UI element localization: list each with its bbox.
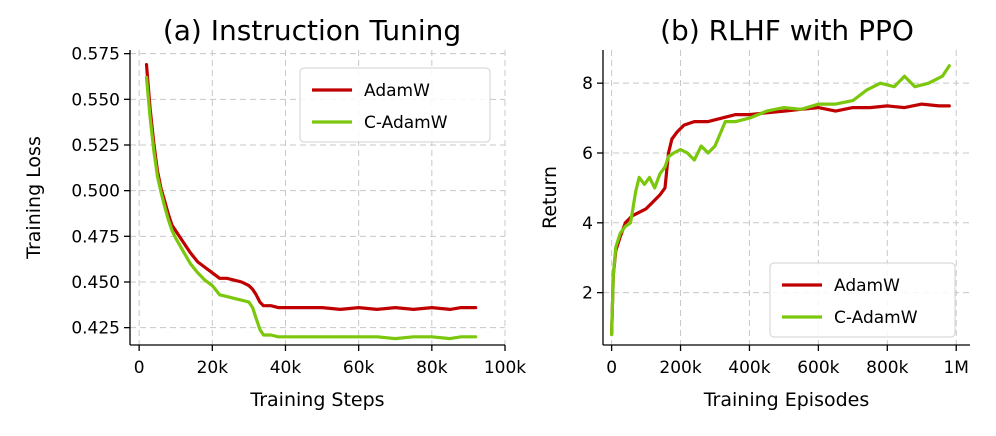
x-tick-label: 100k bbox=[484, 358, 526, 378]
y-axis-label: Training Loss bbox=[23, 136, 45, 260]
x-tick-label: 0 bbox=[606, 358, 617, 378]
x-tick-label: 200k bbox=[659, 358, 701, 378]
legend: AdamW C-AdamW bbox=[299, 67, 491, 143]
y-tick-label: 0.450 bbox=[71, 273, 120, 293]
x-axis-label: Training Episodes bbox=[703, 389, 870, 411]
y-tick-label: 0.500 bbox=[71, 182, 120, 202]
y-tick-label: 2 bbox=[582, 284, 593, 304]
x-tick-label: 400k bbox=[728, 358, 770, 378]
y-tick-label: 0.550 bbox=[71, 90, 120, 110]
legend-label: AdamW bbox=[364, 81, 430, 101]
chart-panel-0: 0 20k 40k 60k 80k 100k 0.425 0.450 0.475 0.500 0.5… bbox=[23, 14, 526, 411]
series-line-c-adamw bbox=[609, 64, 951, 337]
y-tick-label: 8 bbox=[582, 74, 593, 94]
chart-title: (a) Instruction Tuning bbox=[163, 14, 461, 47]
legend-label: AdamW bbox=[834, 276, 900, 296]
y-tick-label: 4 bbox=[582, 214, 593, 234]
x-tick-label: 0 bbox=[134, 358, 145, 378]
x-tick-label: 60k bbox=[343, 358, 375, 378]
y-tick-label: 0.575 bbox=[71, 45, 120, 65]
y-tick-label: 0.425 bbox=[71, 319, 120, 339]
chart-panel-1: 0 200k 400k 600k 800k 1M 2 4 6 8 (b) RLHF with PPO… bbox=[539, 14, 970, 411]
x-tick-label: 20k bbox=[197, 358, 229, 378]
y-tick-label: 0.525 bbox=[71, 136, 120, 156]
y-tick-label: 0.475 bbox=[71, 227, 120, 247]
legend-label: C-AdamW bbox=[834, 308, 918, 328]
y-tick-label: 6 bbox=[582, 144, 593, 164]
x-axis-label: Training Steps bbox=[249, 389, 384, 411]
x-tick-label: 800k bbox=[866, 358, 908, 378]
chart-title: (b) RLHF with PPO bbox=[660, 14, 914, 47]
x-tick-label: 600k bbox=[797, 358, 839, 378]
x-tick-label: 40k bbox=[270, 358, 302, 378]
x-tick-label: 1M bbox=[943, 358, 968, 378]
legend-label: C-AdamW bbox=[364, 113, 448, 133]
x-tick-label: 80k bbox=[416, 358, 448, 378]
series-line-c-adamw bbox=[144, 75, 478, 341]
y-axis-label: Return bbox=[539, 166, 561, 229]
legend: AdamW C-AdamW bbox=[769, 262, 956, 338]
